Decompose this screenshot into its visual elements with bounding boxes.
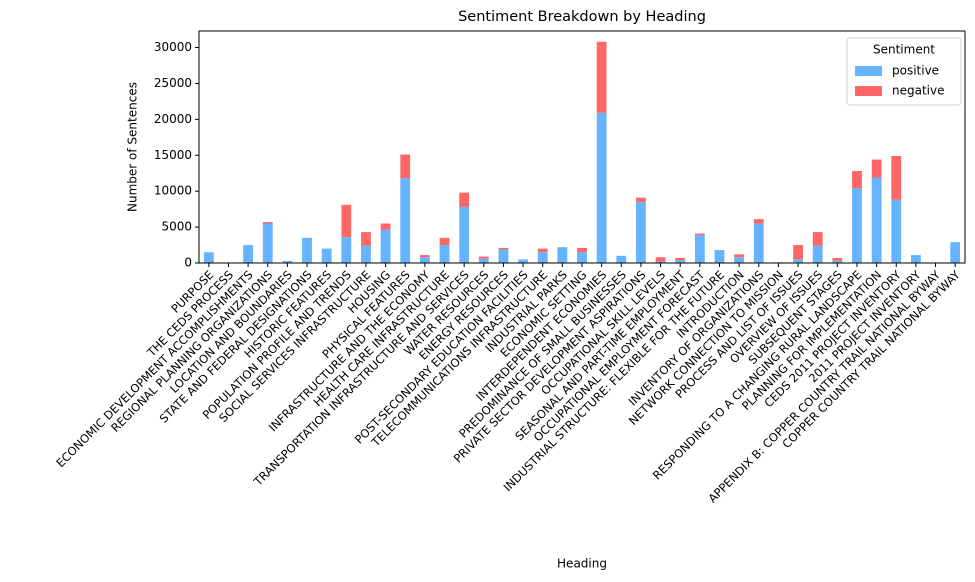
bar-segment <box>478 258 489 263</box>
bar-segment <box>302 237 312 263</box>
bar-segment <box>812 245 823 263</box>
bar-segment <box>734 254 745 258</box>
bar-segment <box>616 255 627 263</box>
bar-segment <box>262 223 273 263</box>
bar-segment <box>910 255 921 263</box>
y-axis-label: Number of Sentences <box>126 82 140 212</box>
bar-segment <box>361 232 371 246</box>
bar-segment <box>812 232 823 246</box>
bar-segment <box>891 155 902 200</box>
bar-segment <box>498 249 509 263</box>
bar-segment <box>341 204 352 238</box>
bar-segment <box>243 245 254 263</box>
bar-segment <box>400 154 411 179</box>
x-axis-label: Heading <box>557 557 607 571</box>
bar-segment <box>537 252 548 263</box>
bar-segment <box>694 234 705 263</box>
bar-segment <box>832 257 843 261</box>
bar-segment <box>675 257 686 261</box>
bar-segment <box>518 259 528 263</box>
bar-segment <box>734 257 745 263</box>
bar-segment <box>891 199 902 263</box>
bar-segment <box>950 242 961 263</box>
bar-segment <box>577 247 587 253</box>
chart-title: Sentiment Breakdown by Heading <box>458 9 706 25</box>
bar-segment <box>439 237 450 246</box>
legend-swatch <box>855 66 882 76</box>
bar-segment <box>871 177 882 263</box>
bar-segment <box>793 259 803 263</box>
bar-segment <box>321 248 332 263</box>
y-tick-label: 5000 <box>161 220 192 234</box>
bar-segment <box>341 237 352 263</box>
bar-segment <box>537 248 548 253</box>
bar-segment <box>596 41 607 113</box>
y-tick-label: 30000 <box>154 40 192 54</box>
bar-segment <box>655 257 666 262</box>
y-tick-label: 10000 <box>154 184 192 198</box>
y-tick-label: 20000 <box>154 112 192 126</box>
bar-segment <box>636 197 646 202</box>
bar-segment <box>793 245 803 260</box>
bar-segment <box>714 250 725 263</box>
bar-segment <box>832 260 843 263</box>
bar-segment <box>596 112 607 263</box>
bar-segment <box>753 223 764 263</box>
bar-segment <box>203 252 214 263</box>
bar-segment <box>459 192 470 207</box>
bar-segment <box>636 201 646 263</box>
legend-title: Sentiment <box>873 43 935 57</box>
bar-segment <box>557 247 568 263</box>
bar-segment <box>753 219 764 224</box>
bar-segment <box>852 188 862 263</box>
legend: Sentiment positive negative <box>846 37 962 106</box>
bar-segment <box>419 255 430 258</box>
bar-segment <box>262 222 273 224</box>
bar-segment <box>400 178 411 263</box>
bar-segment <box>380 223 391 230</box>
bar-segment <box>478 256 489 259</box>
bar-segment <box>419 257 430 263</box>
bar-segment <box>459 206 470 263</box>
bar-segment <box>852 171 862 189</box>
y-tick-label: 25000 <box>154 76 192 90</box>
bar-segment <box>675 260 686 263</box>
bar-segment <box>498 247 509 250</box>
bar-segment <box>577 252 587 263</box>
legend-label: negative <box>892 84 944 98</box>
plot-frame <box>198 30 966 264</box>
bar-segment <box>282 260 293 263</box>
bar-segment <box>361 245 371 263</box>
bar-segment <box>694 233 705 235</box>
y-tick-label: 0 <box>184 256 192 270</box>
y-tick-label: 15000 <box>154 148 192 162</box>
bar-segment <box>380 229 391 263</box>
legend-label: positive <box>892 64 939 78</box>
legend-swatch <box>855 86 882 96</box>
x-tick-label: ECONOMIC DEVELOPMENT ACCOMPLISHMENTS <box>53 268 255 470</box>
bar-segment <box>655 261 666 263</box>
bar-segment <box>871 159 882 178</box>
bar-segment <box>439 245 450 263</box>
